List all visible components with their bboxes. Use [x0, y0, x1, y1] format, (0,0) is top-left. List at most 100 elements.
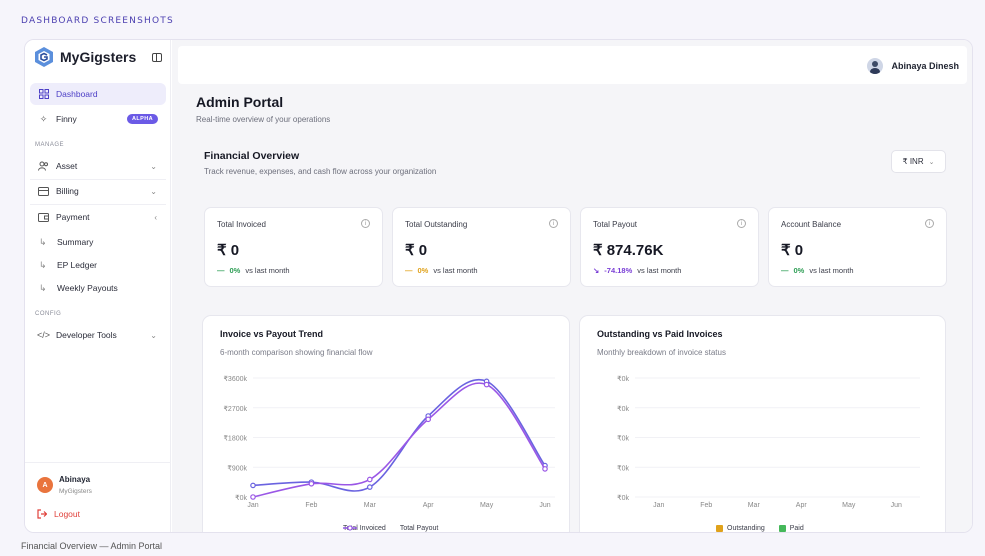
data-point — [250, 494, 256, 500]
x-tick-label: Jun — [891, 502, 902, 509]
legend-label: Paid — [789, 525, 804, 532]
section-label-config: CONFIG — [35, 311, 62, 317]
sidebar-item-finny[interactable]: ✧ Finny ALPHA — [30, 108, 166, 130]
currency-select[interactable]: ₹ INR ⌄ — [891, 150, 946, 173]
divider — [30, 179, 166, 180]
y-tick-label: ₹0k — [617, 405, 629, 413]
sidebar-toggle-icon[interactable] — [152, 53, 162, 62]
kpi-label: Total Payout — [593, 220, 638, 229]
sidebar-item-label: Asset — [56, 161, 78, 171]
sidebar-item-label: Billing — [56, 186, 79, 196]
legend-item[interactable]: Outstanding — [716, 525, 765, 532]
x-tick-label: Mar — [748, 502, 761, 509]
subitem-arrow-icon: ↳ — [39, 282, 47, 293]
kpi-value: ₹ 0 — [217, 242, 240, 259]
divider — [30, 204, 166, 205]
delta-value: 0% — [417, 266, 429, 275]
data-point — [425, 416, 432, 423]
chart-legend: Outstanding Paid — [716, 525, 804, 532]
user-name: Abinaya Dinesh — [891, 61, 959, 71]
x-tick-label: Feb — [305, 502, 317, 509]
top-bar: Abinaya Dinesh — [178, 46, 967, 84]
chevron-left-icon: ‹ — [154, 212, 157, 222]
grid-icon — [38, 89, 49, 100]
logout-button[interactable]: Logout — [37, 509, 80, 519]
chevron-down-icon: ⌄ — [150, 186, 157, 196]
sidebar-subitem-weekly-payouts[interactable]: ↳ Weekly Payouts — [30, 278, 166, 298]
sidebar-subitem-summary[interactable]: ↳ Summary — [30, 232, 166, 252]
sidebar-user-name: Abinaya — [59, 475, 91, 484]
info-icon[interactable]: i — [737, 219, 746, 228]
kpi-card-total-payout: Total Payout i ₹ 874.76K ↘ -74.18% vs la… — [580, 207, 759, 287]
delta-icon: ↘ — [593, 266, 600, 275]
delta-value: 0% — [793, 266, 805, 275]
kpi-card-total-outstanding: Total Outstanding i ₹ 0 — 0% vs last mon… — [392, 207, 571, 287]
data-point — [250, 482, 256, 489]
kpi-card-total-invoiced: Total Invoiced i ₹ 0 — 0% vs last month — [204, 207, 383, 287]
data-point — [367, 484, 373, 490]
legend-swatch — [778, 525, 786, 532]
kpi-label: Total Outstanding — [405, 220, 468, 229]
delta-caption: vs last month — [245, 266, 290, 275]
chevron-down-icon: ⌄ — [150, 161, 157, 171]
sidebar-item-label: Summary — [57, 237, 94, 247]
sidebar-item-asset[interactable]: Asset ⌄ — [30, 155, 166, 177]
y-tick-label: ₹900k — [227, 464, 247, 472]
logo-icon — [35, 47, 53, 67]
page-title: Admin Portal — [196, 94, 284, 110]
delta-icon: — — [405, 266, 413, 275]
data-point — [542, 466, 548, 472]
sidebar-user-org: MyGigsters — [59, 488, 92, 495]
data-point — [367, 476, 373, 483]
card-icon — [38, 186, 49, 197]
app-window: MyGigsters Dashboard ✧ Finny ALPHA MANAG… — [24, 39, 973, 533]
y-tick-label: ₹1800k — [223, 435, 247, 443]
kpi-value: ₹ 874.76K — [593, 242, 664, 259]
brand-name: MyGigsters — [60, 49, 137, 65]
kpi-delta: — 0% vs last month — [405, 266, 478, 275]
user-avatar — [867, 58, 884, 74]
kpi-value: ₹ 0 — [781, 242, 804, 259]
page-subtitle: Real-time overview of your operations — [196, 115, 331, 124]
x-tick-label: Jan — [247, 502, 258, 509]
x-tick-label: May — [480, 502, 494, 509]
avatar[interactable]: A — [37, 477, 53, 493]
user-menu[interactable]: Abinaya Dinesh — [867, 58, 959, 74]
sidebar-item-payment[interactable]: Payment ‹ — [30, 206, 166, 228]
currency-value: ₹ INR — [902, 157, 924, 166]
subitem-arrow-icon: ↳ — [39, 259, 47, 270]
sidebar-item-billing[interactable]: Billing ⌄ — [30, 180, 166, 202]
x-tick-label: Mar — [364, 502, 377, 509]
sidebar-item-dashboard[interactable]: Dashboard — [30, 83, 166, 105]
y-tick-label: ₹2700k — [223, 405, 247, 413]
sparkle-icon: ✧ — [39, 113, 48, 124]
logout-icon — [37, 509, 47, 519]
kpi-label: Total Invoiced — [217, 220, 266, 229]
info-icon[interactable]: i — [361, 219, 370, 228]
wallet-icon — [38, 212, 49, 223]
sidebar-user-divider — [25, 462, 171, 463]
legend-item[interactable]: Total Payout — [343, 525, 438, 532]
y-tick-label: ₹0k — [617, 435, 629, 443]
x-tick-label: Apr — [423, 502, 435, 509]
kpi-delta: — 0% vs last month — [781, 266, 854, 275]
sidebar-subitem-ep-ledger[interactable]: ↳ EP Ledger — [30, 255, 166, 275]
brand[interactable]: MyGigsters — [34, 46, 136, 68]
x-tick-label: Apr — [796, 502, 808, 509]
y-tick-label: ₹3600k — [223, 375, 247, 383]
sidebar-item-developer-tools[interactable]: </> Developer Tools ⌄ — [30, 324, 166, 346]
kpi-card-account-balance: Account Balance i ₹ 0 — 0% vs last month — [768, 207, 947, 287]
delta-caption: vs last month — [809, 266, 854, 275]
main-content: Abinaya Dinesh Admin Portal Real-time ov… — [172, 40, 972, 532]
y-tick-label: ₹0k — [617, 464, 629, 472]
info-icon[interactable]: i — [925, 219, 934, 228]
info-icon[interactable]: i — [549, 219, 558, 228]
legend-item[interactable]: Paid — [778, 525, 804, 532]
legend-label: Total Invoiced — [343, 525, 386, 532]
chart-subtitle: 6-month comparison showing financial flo… — [220, 348, 373, 357]
kpi-label: Account Balance — [781, 220, 842, 229]
x-tick-label: Jun — [539, 502, 550, 509]
delta-value: 0% — [229, 266, 241, 275]
sidebar: MyGigsters Dashboard ✧ Finny ALPHA MANAG… — [25, 40, 171, 532]
delta-icon: — — [217, 266, 225, 275]
